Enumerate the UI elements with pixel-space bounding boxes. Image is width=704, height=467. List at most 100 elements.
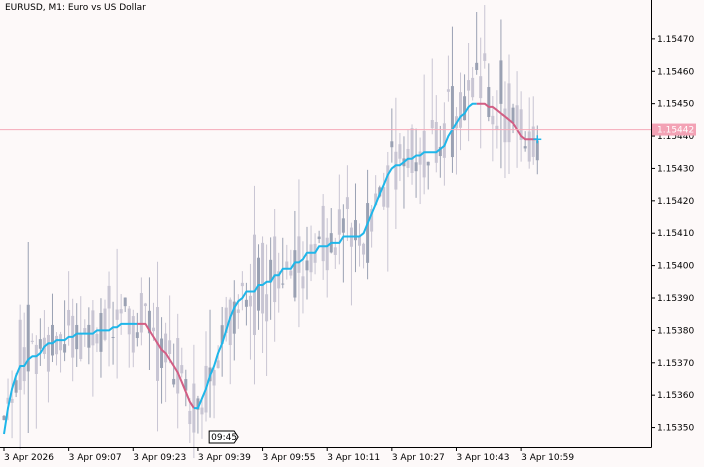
candle-body [244, 299, 248, 307]
candle-body [321, 205, 325, 262]
candle-body [269, 259, 273, 283]
candle-body [131, 316, 135, 353]
candle-body [515, 105, 519, 129]
candle-body [34, 344, 38, 374]
ma-segment-down [476, 102, 538, 141]
candle-body [426, 161, 430, 166]
candle-body [297, 236, 301, 273]
candle-body [358, 236, 362, 246]
candle-body [414, 162, 418, 172]
candle-body [467, 80, 471, 91]
candle-body [99, 312, 103, 352]
candle-body [67, 309, 71, 326]
time-marker[interactable]: 09:45 [208, 430, 239, 444]
current-price-label-bg [652, 123, 696, 136]
candle-body [240, 282, 244, 287]
candle-body [535, 140, 539, 161]
candle-body [471, 77, 475, 98]
time-tick-label: 3 Apr 09:23 [133, 453, 186, 463]
candle-body [14, 380, 18, 393]
candle-body [491, 115, 495, 125]
ma-segment-up [193, 102, 477, 410]
candle-body [111, 336, 115, 338]
candle-body [123, 297, 127, 307]
candle-body [531, 126, 535, 157]
current-price-label-text: 1.15442 [657, 126, 694, 136]
candle-body [168, 340, 172, 355]
ma-segment-up [3, 322, 138, 435]
time-tick-label: 3 Apr 2026 [4, 453, 54, 463]
candle-body [63, 344, 67, 353]
candle-body [434, 121, 438, 163]
candle-body [18, 319, 22, 390]
symbol-description: Euro vs US Dollar [67, 3, 146, 13]
candle-body [309, 244, 313, 273]
moving-average-layer [3, 102, 538, 435]
candle-body [160, 338, 164, 368]
candle-body [333, 247, 337, 255]
candle-body [325, 237, 329, 271]
candle-body [446, 89, 450, 92]
candle-body [180, 365, 184, 374]
chart-title: EURUSD, M1: Euro vs US Dollar [5, 3, 146, 13]
candle-body [147, 310, 151, 334]
candle-body [422, 130, 426, 178]
candle-body [394, 151, 398, 190]
candle-body [265, 294, 269, 322]
candle-body [479, 76, 483, 99]
candle-body [176, 338, 180, 394]
candle-body [79, 333, 83, 359]
candle-body [503, 108, 507, 143]
ma-segment-down [137, 322, 195, 409]
time-marker-text: 09:45 [211, 433, 237, 443]
candle-body [236, 309, 240, 313]
candle-body [511, 107, 515, 124]
candle-body [115, 309, 119, 320]
candle-body [305, 260, 309, 271]
candles-layer [2, 5, 539, 459]
candle-body [261, 242, 265, 314]
candle-body [228, 299, 232, 346]
price-tick-label: 1.15470 [657, 35, 694, 45]
candle-body [184, 379, 188, 391]
candle-body [382, 187, 386, 207]
last-bar-marker [533, 135, 542, 144]
candle-body [410, 128, 414, 174]
candle-body [107, 285, 111, 309]
candle-body [293, 250, 297, 298]
candle-body [143, 303, 147, 307]
candle-body [83, 328, 87, 334]
candle-body [353, 220, 357, 241]
candle-body [252, 234, 256, 336]
candle-body [495, 125, 499, 130]
price-tick-label: 1.15420 [657, 197, 694, 207]
candle-body [200, 407, 204, 415]
time-axis: 3 Apr 2026 3 Apr 09:07 3 Apr 09:23 3 Apr 09… [3, 447, 574, 463]
candle-body [38, 339, 42, 349]
candle-body [103, 308, 107, 340]
candle-body [487, 87, 491, 118]
candle-body [55, 335, 59, 355]
price-tick-label: 1.15370 [657, 359, 694, 369]
current-price-label: 1.15442 [652, 123, 696, 136]
price-tick-label: 1.15450 [657, 100, 694, 110]
price-tick-label: 1.15380 [657, 326, 694, 336]
candle-body [277, 271, 281, 289]
candle-body [87, 324, 91, 348]
candle-body [139, 293, 143, 333]
candle-body [463, 96, 467, 121]
price-tick-label: 1.15460 [657, 67, 694, 77]
candle-body [519, 109, 523, 140]
candle-body [26, 304, 30, 372]
candle-body [442, 123, 446, 158]
candle-body [164, 333, 168, 363]
time-tick-label: 3 Apr 10:59 [521, 453, 574, 463]
candle-body [75, 324, 79, 350]
candle-body [438, 146, 442, 157]
symbol-timeframe: EURUSD, M1: [5, 3, 66, 13]
candle-body [301, 276, 305, 289]
candle-body [30, 340, 34, 342]
candle-body [370, 209, 374, 232]
